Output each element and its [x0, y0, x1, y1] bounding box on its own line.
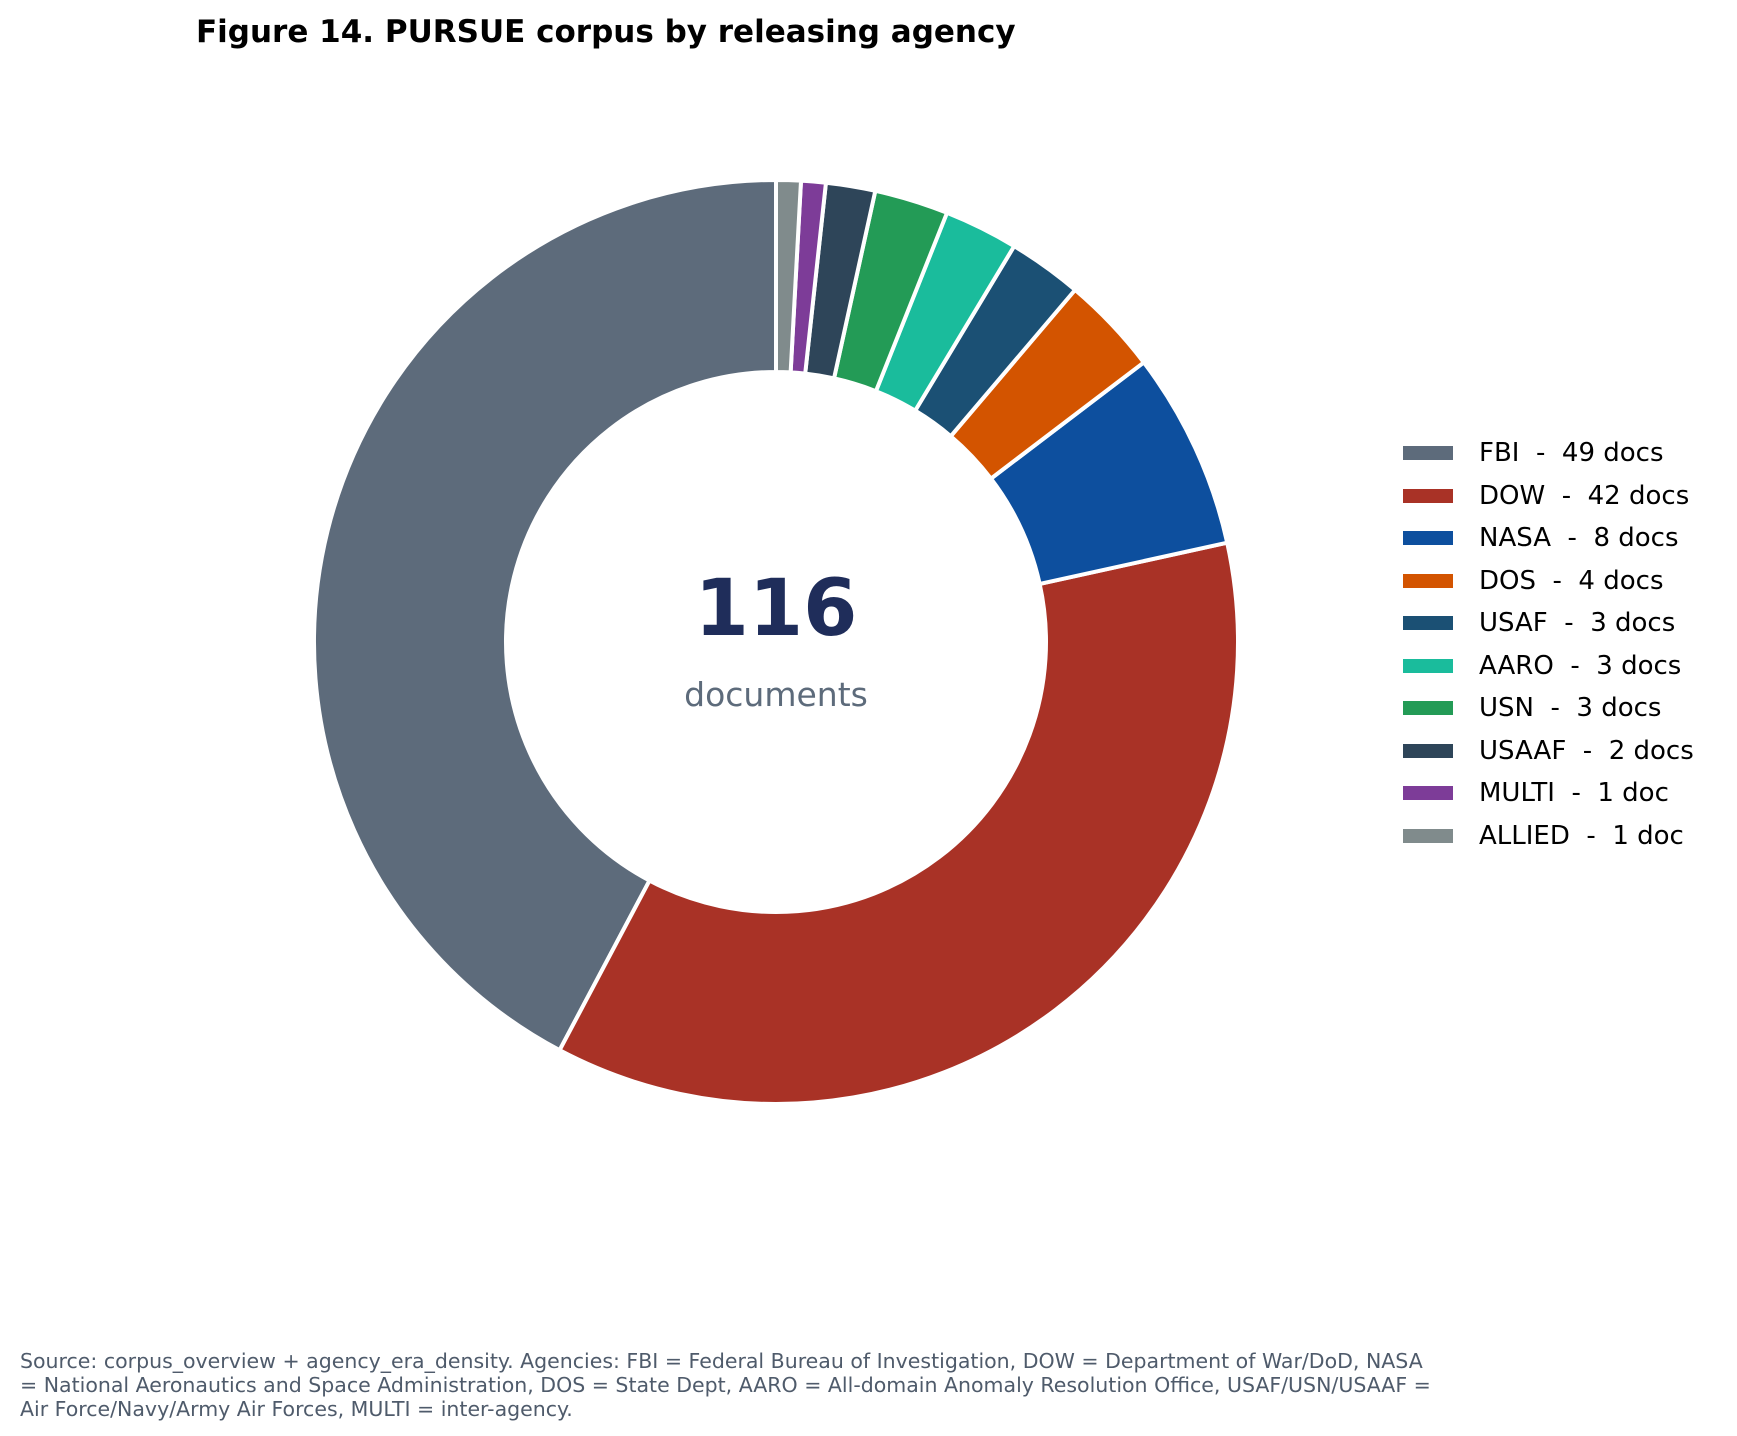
center-total-value: 116 [695, 564, 858, 654]
legend-item-usn: USN - 3 docs [1403, 687, 1694, 730]
donut-slices [312, 178, 1240, 1106]
legend-label: USAAF - 2 docs [1479, 735, 1694, 766]
legend-item-dow: DOW - 42 docs [1403, 475, 1694, 518]
slice-dow [557, 540, 1240, 1106]
legend-swatch [1403, 743, 1453, 758]
legend-item-nasa: NASA - 8 docs [1403, 517, 1694, 560]
legend-label: MULTI - 1 doc [1479, 778, 1669, 809]
chart-title: Figure 14. PURSUE corpus by releasing ag… [196, 14, 1016, 50]
legend-item-multi: MULTI - 1 doc [1403, 772, 1694, 815]
legend-swatch [1403, 531, 1453, 546]
legend-item-dos: DOS - 4 docs [1403, 560, 1694, 603]
source-footnote: Source: corpus_overview + agency_era_den… [20, 1349, 1431, 1421]
legend-label: USN - 3 docs [1479, 693, 1662, 724]
legend-label: DOW - 42 docs [1479, 480, 1690, 511]
legend-swatch [1403, 488, 1453, 503]
legend-item-usaf: USAF - 3 docs [1403, 602, 1694, 645]
legend-label: ALLIED - 1 doc [1479, 820, 1684, 851]
legend-item-usaaf: USAAF - 2 docs [1403, 730, 1694, 773]
legend-swatch [1403, 616, 1453, 631]
legend-label: NASA - 8 docs [1479, 523, 1679, 554]
legend-swatch [1403, 786, 1453, 801]
legend-label: AARO - 3 docs [1479, 650, 1682, 681]
legend-item-allied: ALLIED - 1 doc [1403, 815, 1694, 858]
legend-label: FBI - 49 docs [1479, 438, 1664, 469]
slice-allied [774, 178, 804, 375]
legend-label: USAF - 3 docs [1479, 608, 1676, 639]
legend-swatch [1403, 658, 1453, 673]
center-total-label: documents [684, 675, 868, 714]
legend-swatch [1403, 701, 1453, 716]
slice-fbi [312, 178, 778, 1053]
legend: FBI - 49 docs DOW - 42 docs NASA - 8 docs D… [1403, 432, 1694, 857]
legend-item-aaro: AARO - 3 docs [1403, 645, 1694, 688]
legend-swatch [1403, 446, 1453, 461]
legend-swatch [1403, 573, 1453, 588]
legend-label: DOS - 4 docs [1479, 565, 1664, 596]
legend-swatch [1403, 828, 1453, 843]
legend-item-fbi: FBI - 49 docs [1403, 432, 1694, 475]
